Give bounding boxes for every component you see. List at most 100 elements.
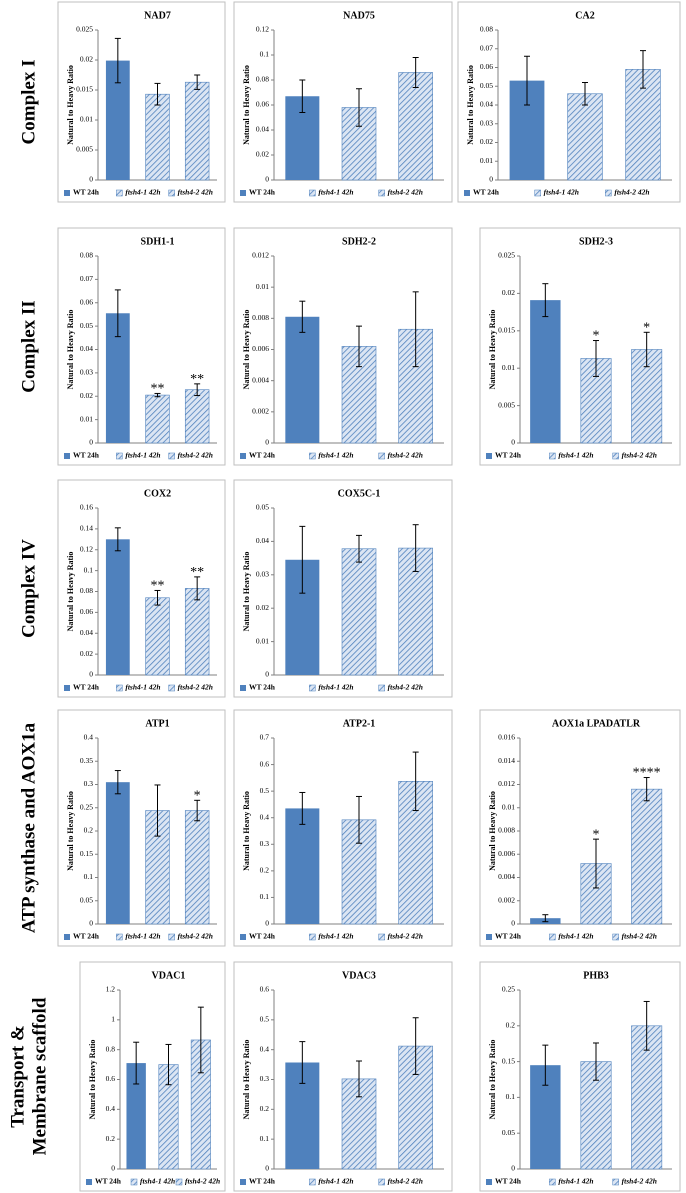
y-tick-label: 0.1: [84, 872, 94, 881]
legend-label: ftsh4-2 42h: [622, 932, 657, 941]
significance: **: [190, 372, 204, 387]
error-bar: [299, 525, 306, 594]
legend-label: ftsh4-1 42h: [318, 451, 353, 460]
legend-swatch: [168, 933, 175, 941]
y-tick-label: 0.01: [80, 414, 93, 423]
legend-label: ftsh4-2 42h: [388, 683, 423, 692]
row-label: Membrane scaffold: [29, 997, 50, 1155]
y-tick-label: 0.08: [80, 586, 93, 595]
y-tick-label: 0: [265, 438, 269, 447]
bar: [398, 72, 433, 181]
y-tick-label: 0.08: [480, 25, 493, 34]
legend-swatch: [378, 189, 385, 197]
legend-label: WT 24h: [249, 932, 276, 941]
y-tick-label: 0.05: [80, 895, 93, 904]
y-axis-label: Natural to Heavy Ratio: [242, 791, 251, 871]
y-tick-label: 0.03: [480, 118, 493, 127]
y-tick-label: 0.1: [260, 50, 270, 59]
legend-label: ftsh4-1 42h: [318, 1177, 353, 1186]
significance: **: [151, 382, 165, 397]
y-tick-label: 0.35: [80, 756, 93, 765]
error-bar: [640, 50, 646, 89]
y-axis-label: Natural to Heavy Ratio: [242, 310, 251, 390]
y-tick-label: 0.14: [80, 524, 93, 533]
y-tick-label: 0: [89, 670, 93, 679]
legend-swatch: [240, 685, 246, 691]
legend-label: WT 24h: [249, 451, 276, 460]
y-tick-label: 0: [265, 670, 269, 679]
legend-label: WT 24h: [95, 1177, 122, 1186]
y-tick-label: 0.01: [256, 282, 269, 291]
legend-label: WT 24h: [249, 1177, 276, 1186]
legend-swatch: [175, 1178, 183, 1186]
row-label: Complex II: [18, 300, 39, 392]
legend-swatch: [64, 934, 70, 940]
legend-swatch: [309, 933, 316, 941]
y-tick-label: 0.12: [80, 544, 93, 553]
chart-title: VDAC3: [342, 970, 376, 981]
legend-label: ftsh4-2 42h: [178, 683, 213, 692]
y-axis-label: Natural to Heavy Ratio: [466, 65, 475, 145]
legend-swatch: [549, 1178, 556, 1186]
error-bar: [299, 300, 306, 333]
chart-title: COX2: [144, 488, 171, 499]
legend-swatch: [130, 1178, 138, 1186]
y-tick-label: 0.1: [260, 892, 270, 901]
error-bar: [643, 331, 650, 368]
y-axis-label: Natural to Heavy Ratio: [242, 65, 251, 145]
legend-swatch: [240, 190, 246, 196]
panel-frame: [233, 479, 453, 698]
y-tick-label: 0.8: [106, 1044, 116, 1053]
legend-swatch: [168, 452, 175, 460]
legend-label: ftsh4-2 42h: [388, 932, 423, 941]
y-tick-label: 0.01: [256, 636, 269, 645]
error-bar: [643, 1000, 650, 1051]
legend-label: ftsh4-1 42h: [125, 451, 160, 460]
legend-swatch: [378, 933, 385, 941]
error-bar: [582, 82, 588, 106]
significance: *: [194, 789, 201, 804]
chart-title: ATP2-1: [343, 718, 376, 729]
legend-swatch: [605, 189, 612, 197]
bar: [105, 60, 130, 180]
legend-label: ftsh4-2 42h: [388, 1177, 423, 1186]
y-tick-label: 0.1: [506, 1092, 516, 1101]
y-tick-label: 0.008: [252, 313, 269, 322]
bar: [530, 300, 561, 443]
error-bar: [299, 79, 306, 113]
y-tick-label: 0.07: [80, 274, 93, 283]
legend-swatch: [378, 452, 385, 460]
significance: ****: [633, 766, 661, 781]
error-bar: [299, 1041, 306, 1084]
y-tick-label: 0.04: [256, 125, 269, 134]
legend-label: ftsh4-1 42h: [318, 932, 353, 941]
y-tick-label: 0: [511, 438, 515, 447]
significance: *: [593, 827, 600, 842]
panel-frame: [479, 961, 681, 1192]
legend-label: ftsh4-2 42h: [185, 1177, 220, 1186]
legend-swatch: [116, 933, 123, 941]
y-axis-label: Natural to Heavy Ratio: [488, 1040, 497, 1120]
panel-frame: [457, 1, 681, 203]
legend-swatch: [64, 190, 70, 196]
error-bar: [412, 524, 419, 572]
chart-title: AOX1a LPADATLR: [552, 718, 641, 729]
y-tick-label: 0.05: [480, 81, 493, 90]
legend-swatch: [612, 1178, 619, 1186]
error-bar: [154, 82, 161, 106]
legend-swatch: [240, 1179, 246, 1185]
y-tick-label: 0.04: [256, 536, 269, 545]
y-tick-label: 0.2: [106, 1134, 116, 1143]
error-bar: [154, 589, 161, 606]
significance: *: [643, 321, 650, 336]
y-tick-label: 0.02: [256, 150, 269, 159]
y-tick-label: 0.01: [80, 115, 93, 124]
error-bar: [593, 838, 599, 889]
legend-label: ftsh4-1 42h: [125, 188, 160, 197]
y-tick-label: 0: [89, 438, 93, 447]
panel-frame: [233, 709, 453, 947]
y-tick-label: 0.1: [260, 1134, 270, 1143]
legend-label: ftsh4-1 42h: [125, 932, 160, 941]
legend-swatch: [486, 934, 492, 940]
